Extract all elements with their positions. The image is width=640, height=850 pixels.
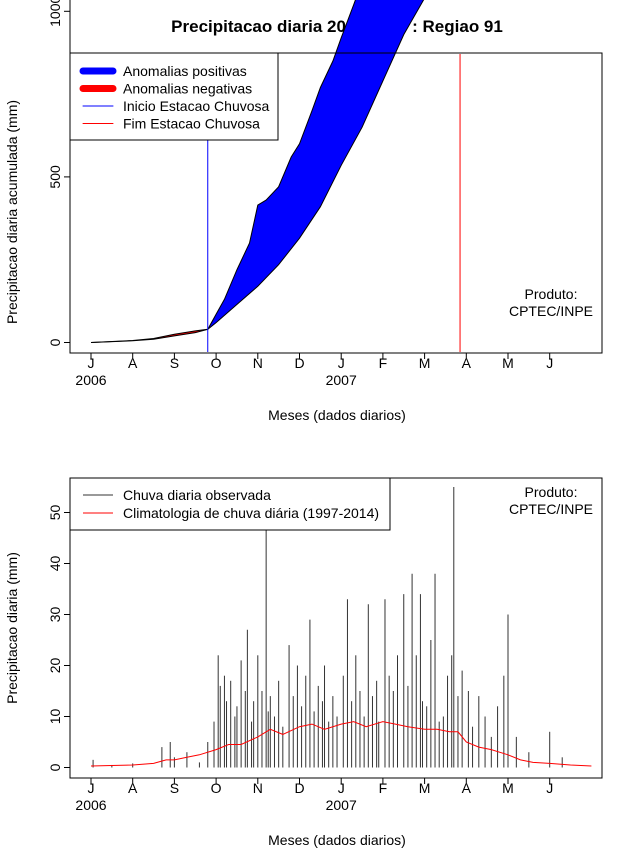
- x-tick-label: A: [128, 780, 138, 796]
- legend-label: Anomalias negativas: [123, 81, 252, 97]
- legend-label: Fim Estacao Chuvosa: [123, 116, 260, 132]
- product-source: CPTEC/INPE: [509, 501, 593, 517]
- x-tick-label: S: [170, 780, 179, 796]
- y-tick-label: 0: [47, 338, 63, 346]
- climatology-accumulated-line: [90, 0, 425, 343]
- legend: Anomalias positivas Anomalias negativasIn…: [69, 52, 279, 141]
- x-tick-label: N: [253, 780, 263, 796]
- x-tick-label: J: [338, 355, 345, 371]
- y-tick-label: 500: [47, 165, 63, 189]
- x-tick-label: D: [294, 355, 304, 371]
- x-tick-label: F: [379, 355, 388, 371]
- legend-label: Anomalias positivas: [123, 63, 247, 79]
- x-tick-label: S: [170, 355, 179, 371]
- year-label: 2007: [326, 372, 357, 388]
- x-tick-label: A: [462, 355, 472, 371]
- x-tick-label: F: [379, 780, 388, 796]
- climatology-daily-line: [90, 721, 592, 767]
- product-label: Produto:: [525, 484, 578, 500]
- y-tick-label: 0: [47, 763, 63, 771]
- y-tick-label: 1000: [47, 0, 63, 27]
- legend: Chuva diaria observada Climatologia de ch…: [69, 477, 391, 531]
- y-tick-label: 10: [47, 709, 63, 725]
- product-source: CPTEC/INPE: [509, 303, 593, 319]
- y-tick-label: 40: [47, 556, 63, 572]
- y-tick-label: 30: [47, 607, 63, 623]
- x-tick-label: M: [419, 780, 431, 796]
- x-tick-label: O: [211, 355, 222, 371]
- chart-title: Precipitacao diaria 2006/2007 : Regiao 9…: [171, 17, 503, 36]
- y-tick-label: 20: [47, 658, 63, 674]
- x-axis-label: Meses (dados diarios): [268, 407, 406, 423]
- x-tick-label: M: [502, 780, 514, 796]
- positive-anomaly-area: [207, 0, 424, 330]
- year-label: 2006: [75, 372, 106, 388]
- x-tick-label: A: [128, 355, 138, 371]
- legend-box: [69, 477, 391, 531]
- legend-entries: Anomalias positivas Anomalias negativasIn…: [79, 63, 270, 132]
- x-tick-label: O: [211, 780, 222, 796]
- accumulated-axes: JASONDJFMAMJ20062007050010001500: [47, 0, 553, 388]
- legend-label: Climatologia de chuva diária (1997-2014): [123, 505, 379, 521]
- product-label: Produto:: [525, 286, 578, 302]
- x-tick-label: M: [502, 355, 514, 371]
- x-tick-label: M: [419, 355, 431, 371]
- year-label: 2006: [75, 797, 106, 813]
- x-tick-label: J: [88, 780, 95, 796]
- x-tick-label: J: [88, 355, 95, 371]
- accumulated-precipitation-chart: Precipitacao diaria 2006/2007 : Regiao 9…: [4, 0, 603, 423]
- x-tick-label: J: [546, 355, 553, 371]
- daily-plot-area: [90, 487, 592, 768]
- x-tick-label: J: [338, 780, 345, 796]
- y-tick-label: 50: [47, 505, 63, 521]
- x-tick-label: J: [546, 780, 553, 796]
- y-axis-label: Precipitacao diaria acumulada (mm): [4, 100, 20, 324]
- legend-entries: Chuva diaria observada Climatologia de ch…: [83, 487, 379, 521]
- legend-label: Chuva diaria observada: [123, 487, 271, 503]
- y-axis-label: Precipitacao diaria (mm): [4, 552, 20, 704]
- x-tick-label: D: [294, 780, 304, 796]
- legend-label: Inicio Estacao Chuvosa: [123, 98, 270, 114]
- x-tick-label: N: [253, 355, 263, 371]
- year-label: 2007: [326, 797, 357, 813]
- observed-accumulated-line: [90, 0, 356, 343]
- x-axis-label: Meses (dados diarios): [268, 832, 406, 848]
- x-tick-label: A: [462, 780, 472, 796]
